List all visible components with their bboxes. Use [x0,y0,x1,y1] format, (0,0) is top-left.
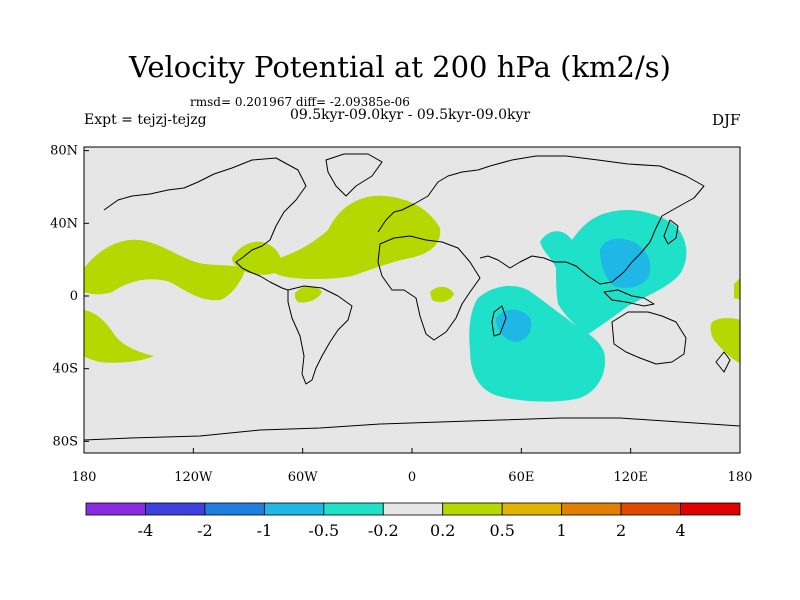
coast-north-america [103,157,307,291]
positive-anomaly-date-line-east [734,278,740,300]
lat-tick-label: 40S [53,362,78,377]
experiment-label: Expt = tejzj-tejzg [84,112,207,128]
season-label: DJF [712,111,741,129]
colorbar-label: 2 [616,521,626,540]
positive-anomaly-north-atlantic [264,195,441,279]
colorbar-swatch [85,502,146,516]
positive-anomaly-south-america [294,286,322,303]
coastlines [84,153,740,441]
map-background [84,147,740,453]
colorbar-label: -0.2 [368,521,399,540]
colorbar-swatch [680,502,741,516]
axis-ticks: 80N 40N 0 40S 80S 180 120W 60W 0 60E 120E 180 [50,144,752,485]
colorbar-label: 1 [557,521,567,540]
colorbar-swatch [145,502,206,516]
colorbar-swatch [501,502,563,516]
coast-maritime-continent [603,289,655,307]
lon-tick-label: 120W [174,470,213,485]
rmsd-diff-stats: rmsd= 0.201967 diff= -2.09385e-06 [190,95,410,109]
coast-madagascar [491,305,507,337]
period-label: 09.5kyr-09.0kyr - 09.5kyr-09.0kyr [290,107,531,123]
colorbar-swatch [382,502,444,516]
colorbar-label: 0.2 [430,521,455,540]
lon-tick-label: 0 [408,470,416,485]
colorbar-label: -4 [138,521,154,540]
coast-new-zealand [715,351,731,373]
lat-tick-label: 80S [53,434,78,449]
colorbar-label: -0.5 [308,521,339,540]
coast-japan [663,219,679,245]
colorbar-swatch [620,502,681,516]
coast-europe [377,165,491,233]
positive-anomaly-south-west-pacific [710,318,740,364]
colorbar: -4 -2 -1 -0.5 -0.2 0.2 0.5 1 2 4 [85,502,741,540]
positive-anomaly-north-pacific [84,239,245,301]
coast-africa [377,235,481,341]
coast-asia [479,155,705,285]
negative-core-east-asia [600,238,651,288]
colorbar-swatch [561,502,622,516]
plot-title: Velocity Potential at 200 hPa (km2/s) [129,50,671,84]
lon-tick-label: 60E [508,470,534,485]
colorbar-label: 0.5 [489,521,514,540]
coast-greenland [325,153,383,197]
coast-antarctica [84,417,740,441]
colorbar-swatch [442,502,503,516]
lon-tick-label: 120E [614,470,648,485]
colorbar-swatch [204,502,265,516]
positive-anomaly-south-pacific [84,310,154,363]
coast-australia [611,311,687,365]
contour-fill-layer [84,195,740,402]
lat-tick-label: 80N [50,144,78,159]
lon-tick-label: 60W [288,470,319,485]
positive-anomaly-africa [430,286,454,302]
colorbar-swatch [263,502,325,516]
colorbar-swatch [323,502,384,516]
colorbar-label: -1 [257,521,273,540]
coast-south-america [287,285,353,385]
colorbar-label: -2 [197,521,213,540]
lon-tick-label: 180 [72,470,97,485]
lat-tick-label: 0 [70,289,78,304]
colorbar-label: 4 [675,521,685,540]
lat-tick-label: 40N [50,216,78,231]
negative-core-madagascar [496,309,532,342]
lon-tick-label: 180 [728,470,753,485]
